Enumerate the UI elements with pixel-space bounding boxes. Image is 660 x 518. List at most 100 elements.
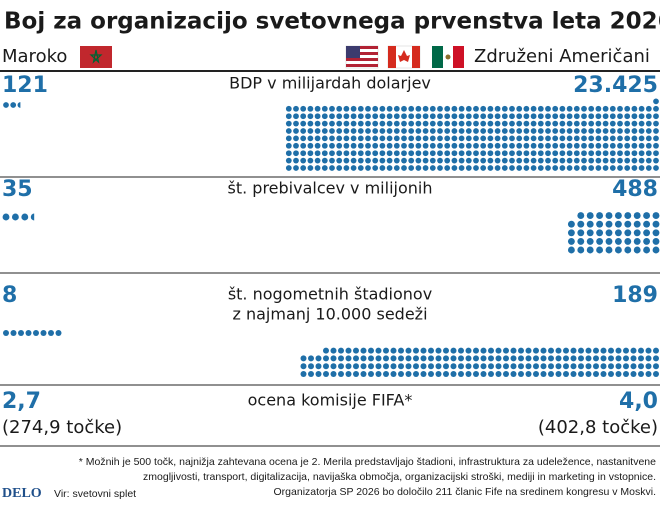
dot xyxy=(357,142,364,149)
dot xyxy=(501,157,508,164)
dot xyxy=(530,157,537,164)
dot xyxy=(435,355,442,362)
dot xyxy=(314,150,321,157)
dot xyxy=(422,142,429,149)
dot xyxy=(494,128,501,134)
dot xyxy=(602,157,609,164)
dot xyxy=(343,128,350,134)
dot xyxy=(350,135,357,142)
dot xyxy=(415,165,422,171)
dot xyxy=(307,135,314,142)
dot xyxy=(480,157,487,164)
dot xyxy=(321,157,328,164)
dot xyxy=(573,128,580,134)
dot xyxy=(480,105,487,112)
dot xyxy=(323,355,329,362)
dot xyxy=(10,330,17,336)
flag-mexico xyxy=(432,46,464,68)
dot xyxy=(314,135,321,142)
logo: DELO xyxy=(2,486,42,501)
dot xyxy=(480,150,487,157)
dot xyxy=(578,355,584,362)
dot xyxy=(443,363,449,370)
dot xyxy=(643,212,651,220)
dot xyxy=(652,237,660,245)
dot xyxy=(293,128,299,134)
dot xyxy=(552,150,559,157)
dot xyxy=(530,113,537,120)
footnote: * Možnih je 500 točk, najnižja zahtevana… xyxy=(79,456,656,468)
flag-usa xyxy=(345,45,379,69)
dot xyxy=(548,371,554,377)
dot xyxy=(3,102,9,108)
dot xyxy=(405,355,412,362)
dot xyxy=(487,120,494,127)
dot xyxy=(501,135,508,142)
dot xyxy=(581,113,587,120)
dot xyxy=(566,113,573,120)
dot xyxy=(516,113,523,120)
dot xyxy=(631,135,638,142)
dot xyxy=(624,113,631,120)
dot xyxy=(540,355,547,362)
dot xyxy=(518,347,524,354)
dot xyxy=(516,128,523,134)
dot xyxy=(473,355,479,362)
dot xyxy=(615,355,622,362)
dot xyxy=(451,113,458,120)
dot xyxy=(488,371,494,377)
row-label: BDP v milijardah dolarjev xyxy=(229,74,431,93)
dot xyxy=(437,113,443,120)
dot xyxy=(444,128,451,134)
dot xyxy=(379,105,386,112)
dot xyxy=(368,347,374,354)
dot xyxy=(300,150,307,157)
dot xyxy=(405,363,412,370)
dot xyxy=(545,120,551,127)
dot xyxy=(372,128,379,134)
dot xyxy=(443,371,449,377)
dot xyxy=(422,165,429,171)
dot xyxy=(465,135,472,142)
dot xyxy=(588,105,595,112)
dot xyxy=(321,142,328,149)
dot xyxy=(393,135,400,142)
dot xyxy=(300,363,307,370)
dot xyxy=(653,347,659,354)
dot xyxy=(285,120,292,127)
dot xyxy=(379,135,386,142)
dot xyxy=(494,165,501,171)
dot xyxy=(401,120,407,127)
dot xyxy=(537,157,544,164)
dot xyxy=(437,165,443,171)
dot xyxy=(285,113,292,120)
dot xyxy=(600,371,607,377)
dot xyxy=(503,347,509,354)
dot xyxy=(545,142,551,149)
dot xyxy=(372,105,379,112)
dot xyxy=(631,142,638,149)
dot xyxy=(530,150,537,157)
dot xyxy=(608,347,614,354)
dot xyxy=(40,330,47,336)
dot xyxy=(537,128,544,134)
dot xyxy=(330,355,337,362)
dot xyxy=(614,229,622,237)
dot xyxy=(559,128,566,134)
dot xyxy=(602,120,609,127)
dot xyxy=(633,229,641,237)
dot xyxy=(372,113,379,120)
dot xyxy=(368,355,374,362)
dot xyxy=(487,165,494,171)
dot xyxy=(314,165,321,171)
dot xyxy=(631,128,638,134)
dot xyxy=(609,165,616,171)
dot xyxy=(372,157,379,164)
dot xyxy=(516,157,523,164)
dot xyxy=(350,165,357,171)
dot xyxy=(602,135,609,142)
dot xyxy=(530,128,537,134)
dot xyxy=(321,113,328,120)
dot xyxy=(393,157,400,164)
dot xyxy=(21,213,29,221)
